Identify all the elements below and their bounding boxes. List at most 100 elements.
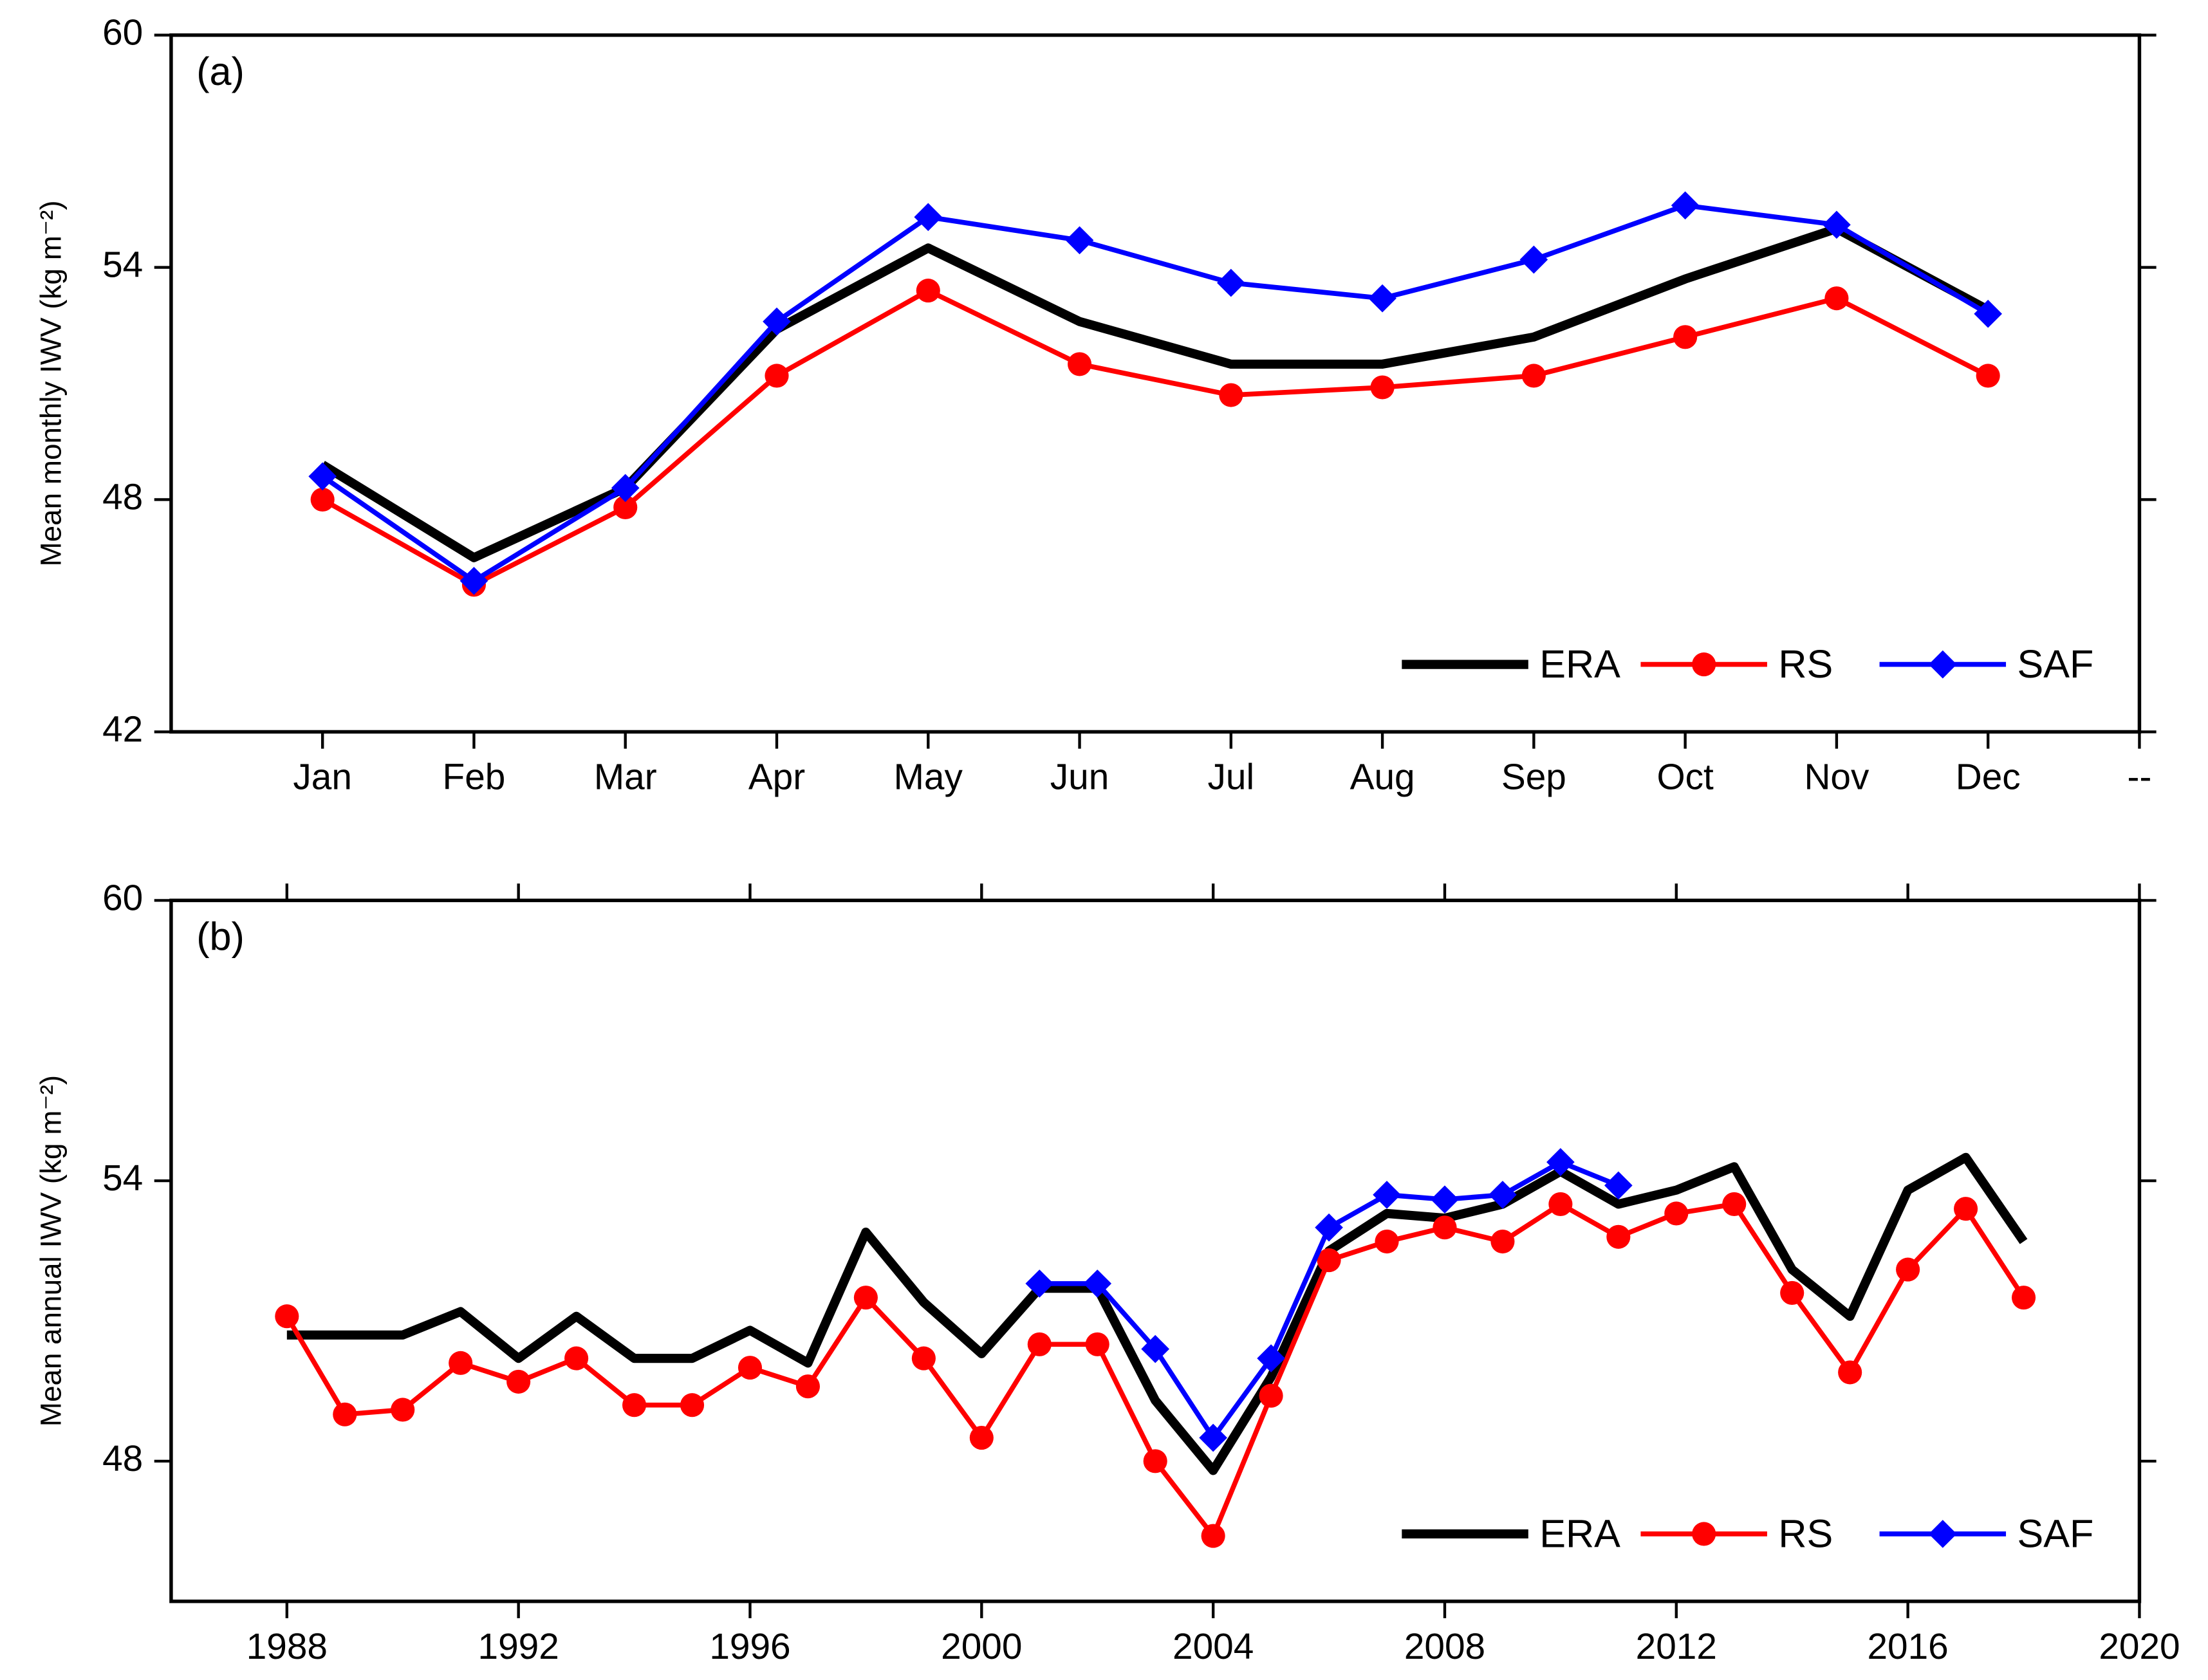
point bbox=[1606, 1224, 1631, 1249]
point bbox=[795, 1374, 820, 1399]
point bbox=[1896, 1257, 1920, 1282]
point bbox=[1519, 245, 1548, 274]
x-tick-label: 2008 bbox=[1404, 1627, 1485, 1667]
x-tick-label: Feb bbox=[443, 757, 506, 798]
point bbox=[1431, 1185, 1459, 1214]
series-line bbox=[1039, 1159, 1620, 1441]
point bbox=[969, 1426, 994, 1450]
y-axis-label: Mean monthly IWV (kg m⁻²) bbox=[35, 200, 68, 566]
point bbox=[738, 1356, 763, 1380]
x-tick-label: Jan bbox=[293, 757, 352, 798]
x-tick-label: Jun bbox=[1050, 757, 1109, 798]
x-tick-label: Aug bbox=[1350, 757, 1415, 798]
point bbox=[1433, 1215, 1457, 1240]
point bbox=[1368, 284, 1396, 313]
y-tick-label: 60 bbox=[102, 878, 143, 918]
point bbox=[1824, 286, 1849, 311]
x-tick-label: May bbox=[894, 757, 963, 798]
point bbox=[1954, 1197, 1978, 1221]
point bbox=[506, 1369, 531, 1394]
point bbox=[1141, 1334, 1170, 1363]
point bbox=[391, 1398, 415, 1422]
point bbox=[1490, 1229, 1515, 1254]
point bbox=[622, 1393, 647, 1417]
point bbox=[1085, 1332, 1109, 1356]
series-line bbox=[321, 203, 1990, 584]
point bbox=[1548, 1192, 1573, 1216]
point bbox=[1219, 383, 1243, 407]
point bbox=[1317, 1248, 1341, 1273]
x-tick-label: 2020 bbox=[2099, 1627, 2180, 1667]
x-tick-label: 2004 bbox=[1173, 1627, 1254, 1667]
point bbox=[680, 1393, 705, 1417]
series-line bbox=[321, 288, 1989, 587]
legend-marker bbox=[1692, 1522, 1716, 1546]
point bbox=[1083, 1269, 1112, 1298]
point bbox=[914, 203, 943, 232]
point bbox=[1201, 1524, 1225, 1548]
plot-frame bbox=[169, 33, 2142, 734]
x-tick-label: 2000 bbox=[941, 1627, 1022, 1667]
point bbox=[853, 1286, 878, 1310]
point bbox=[2011, 1286, 2036, 1310]
x-tick-label: 1996 bbox=[709, 1627, 790, 1667]
point bbox=[1259, 1383, 1283, 1408]
point bbox=[1673, 325, 1698, 349]
point bbox=[1067, 352, 1092, 376]
point bbox=[1143, 1449, 1167, 1473]
panel-label: (a) bbox=[196, 50, 245, 93]
point bbox=[1025, 1269, 1054, 1298]
y-tick-label: 48 bbox=[102, 477, 143, 517]
x-tick-label: 2012 bbox=[1636, 1627, 1717, 1667]
point bbox=[916, 279, 940, 303]
x-tick-label: Apr bbox=[748, 757, 805, 798]
x-tick-label: Dec bbox=[1956, 757, 2021, 798]
y-tick-label: 48 bbox=[102, 1439, 143, 1479]
point bbox=[1823, 210, 1851, 239]
x-tick-label: Sep bbox=[1501, 757, 1566, 798]
legend-label: ERA bbox=[1539, 642, 1620, 686]
y-tick-label: 54 bbox=[102, 1158, 143, 1199]
point bbox=[1671, 191, 1700, 220]
point bbox=[765, 364, 789, 388]
x-tick-label: 1992 bbox=[478, 1627, 559, 1667]
x-tick-label: 1988 bbox=[246, 1627, 328, 1667]
point bbox=[1065, 226, 1094, 255]
point bbox=[564, 1346, 589, 1371]
legend-marker bbox=[1928, 650, 1957, 679]
y-axis-label: Mean annual IWV (kg m⁻²) bbox=[35, 1075, 68, 1426]
x-tick-label: Jul bbox=[1208, 757, 1255, 798]
point bbox=[1722, 1192, 1747, 1216]
panel-label: (b) bbox=[196, 915, 245, 959]
x-tick-label: Nov bbox=[1804, 757, 1869, 798]
legend-label: ERA bbox=[1539, 1511, 1620, 1555]
point bbox=[1375, 1229, 1399, 1254]
legend-marker bbox=[1928, 1520, 1957, 1548]
x-tick-label: 2016 bbox=[1867, 1627, 1948, 1667]
point bbox=[1373, 1181, 1401, 1209]
point bbox=[275, 1304, 299, 1329]
point bbox=[1027, 1332, 1052, 1356]
plot-frame bbox=[169, 898, 2142, 1603]
legend-label: SAF bbox=[2018, 642, 2094, 686]
y-tick-label: 60 bbox=[102, 13, 143, 53]
legend-label: RS bbox=[1778, 1511, 1833, 1555]
y-tick-label: 42 bbox=[102, 709, 143, 750]
point bbox=[1838, 1360, 1862, 1385]
point bbox=[1315, 1213, 1343, 1242]
point bbox=[763, 307, 791, 336]
point bbox=[911, 1346, 936, 1371]
series-line bbox=[286, 1152, 2028, 1475]
legend-label: RS bbox=[1778, 642, 1833, 686]
x-tick-label: Oct bbox=[1656, 757, 1714, 798]
point bbox=[1780, 1280, 1804, 1305]
series-line bbox=[320, 224, 1990, 562]
point bbox=[1521, 364, 1546, 388]
point bbox=[333, 1402, 357, 1426]
point bbox=[1664, 1201, 1689, 1226]
legend-marker bbox=[1692, 652, 1716, 677]
point bbox=[1976, 364, 2000, 388]
legend-label: SAF bbox=[2018, 1511, 2094, 1555]
series-line bbox=[284, 1201, 2026, 1538]
